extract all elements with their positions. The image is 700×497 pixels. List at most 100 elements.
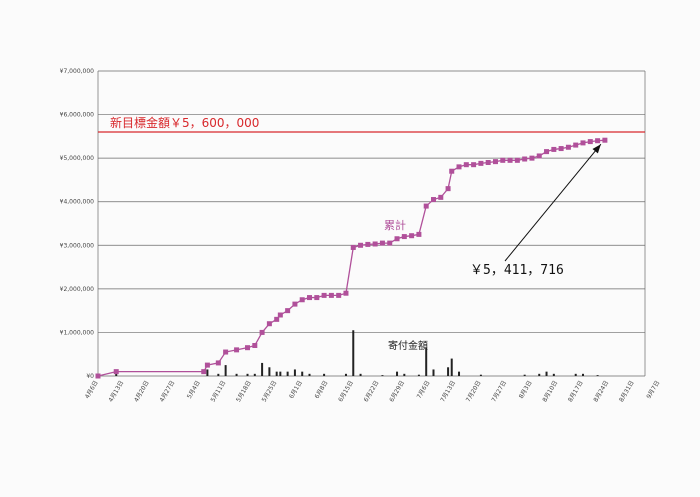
donation-bars [115,330,599,376]
donation-bar [279,371,282,376]
x-tick-label: 5月18日 [235,380,253,404]
cumulative-point [587,139,593,145]
cumulative-point [423,203,429,209]
cumulative-point [514,157,520,163]
cumulative-point [277,312,283,318]
cumulative-point [573,142,579,148]
cumulative-point [445,186,451,192]
donation-bar [552,373,555,376]
cumulative-point [274,316,280,322]
cumulative-point [551,146,557,152]
cumulative-point [379,240,385,246]
x-tick-label: 8月24日 [592,380,610,404]
cumulative-point [350,244,356,250]
donation-bar [293,369,296,376]
cumulative-point [321,292,327,298]
cumulative-point [343,290,349,296]
donation-bar [545,371,548,376]
cumulative-point [215,360,221,366]
donation-bar [275,371,278,376]
cumulative-point [529,155,535,161]
y-tick-label: ¥7,000,000 [60,68,95,75]
donation-bar [458,371,461,376]
donation-bar [403,373,406,376]
cumulative-series [95,137,608,379]
cumulative-point [328,292,334,298]
donation-bar [359,373,362,376]
cumulative-point [463,162,469,168]
donation-bar [574,373,577,376]
cumulative-point [485,160,491,165]
cumulative-point [336,292,342,298]
cumulative-point [358,242,364,248]
donation-bar [447,367,450,376]
cumulative-point [565,144,571,150]
donation-bar [301,371,304,376]
x-axis-ticks: 4月6日 4月13日 4月20日 4月27日 5月4日 5月11日 5月18日 5月25日 6月… [84,379,661,403]
y-tick-label: ¥2,000,000 [60,286,95,293]
cumulative-point [299,297,305,303]
x-tick-label: 6月29日 [388,380,406,404]
donation-bar [217,373,220,376]
cumulative-point [558,146,564,152]
donation-bar [381,375,384,376]
cumulative-point [234,347,240,353]
cumulative-point [409,233,415,239]
cumulative-point [113,369,119,375]
x-tick-label: 6月8日 [314,380,330,401]
y-tick-label: ¥4,000,000 [60,199,95,206]
x-tick-label: 9月7日 [645,380,661,401]
cumulative-point [285,308,291,314]
donation-label: 寄付金額 [388,339,428,352]
cumulative-line [97,139,605,377]
final-value-arrow [504,143,602,262]
x-tick-label: 7月13日 [439,380,457,404]
cumulative-point [394,236,400,242]
donation-bar [308,373,311,376]
y-axis-ticks: ¥0 ¥1,000,000 ¥2,000,000 ¥3,000,000 ¥4,000,0… [60,68,95,380]
donation-bar [450,358,453,376]
y-tick-label: ¥3,000,000 [60,242,95,249]
y-tick-label: ¥6,000,000 [60,112,95,119]
cumulative-point [449,168,455,174]
x-tick-label: 8月3日 [518,380,534,401]
x-tick-label: 6月15日 [337,380,355,404]
y-tick-label: ¥1,000,000 [60,329,95,336]
cumulative-point [544,149,550,155]
cumulative-point [252,343,258,348]
cumulative-point [95,373,101,379]
x-tick-label: 5月4日 [186,380,202,401]
cumulative-point [602,137,608,143]
cumulative-point [372,241,378,247]
x-tick-label: 4月13日 [107,380,125,404]
donation-bar [352,330,355,376]
final-value-label: ￥5，411，716 [470,263,564,278]
x-tick-label: 8月10日 [541,380,559,404]
donation-bar [206,369,209,376]
x-tick-label: 6月22日 [363,380,381,404]
x-tick-label: 4月6日 [84,380,100,401]
donation-bar [425,347,428,376]
cumulative-point [223,349,229,355]
donation-bar [344,373,347,376]
cumulative-point [245,345,251,351]
cumulative-point [507,157,513,163]
cumulative-point [314,295,320,301]
donation-bar [417,374,420,376]
x-tick-label: 7月27日 [490,379,508,403]
x-tick-label: 4月27日 [159,380,177,404]
cumulative-point [471,162,477,168]
x-tick-label: 8月17日 [567,380,585,404]
donation-bar [268,367,271,376]
donation-bar [224,365,227,376]
donation-bar [479,374,482,376]
cumulative-point [259,329,265,335]
cumulative-point [536,153,542,159]
cumulative-label: 累計 [384,218,406,232]
donation-bar [246,373,249,376]
cumulative-point [387,240,393,246]
x-tick-label: 8月31日 [618,380,636,404]
cumulative-point [522,156,528,162]
donation-bar [253,373,256,376]
